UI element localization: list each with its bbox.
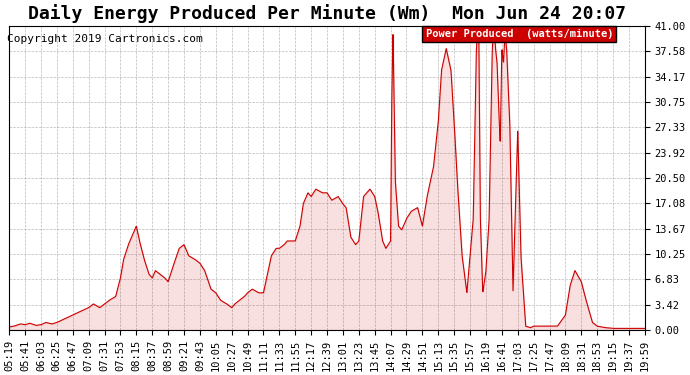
- Text: Copyright 2019 Cartronics.com: Copyright 2019 Cartronics.com: [7, 34, 203, 44]
- Text: Power Produced  (watts/minute): Power Produced (watts/minute): [426, 29, 613, 39]
- Title: Daily Energy Produced Per Minute (Wm)  Mon Jun 24 20:07: Daily Energy Produced Per Minute (Wm) Mo…: [28, 4, 626, 23]
